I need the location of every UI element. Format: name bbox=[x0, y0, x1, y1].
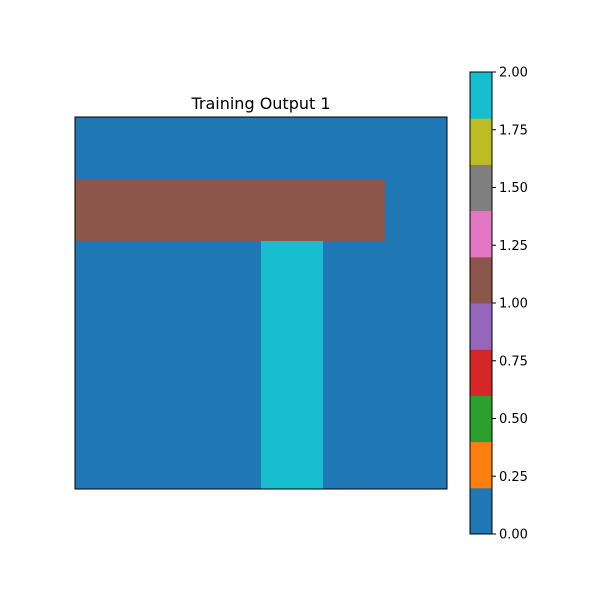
heatmap-cell bbox=[75, 117, 138, 180]
colorbar-tick-label: 0.00 bbox=[499, 528, 528, 543]
colorbar-segment bbox=[470, 349, 492, 396]
chart-title: Training Output 1 bbox=[190, 94, 330, 113]
heatmap-cell bbox=[75, 427, 138, 490]
heatmap-cell bbox=[199, 303, 262, 366]
colorbar-segment bbox=[470, 72, 492, 119]
heatmap-cell bbox=[199, 179, 262, 242]
heatmap-cell bbox=[323, 365, 386, 428]
heatmap-cell bbox=[385, 241, 448, 304]
heatmap-cell bbox=[323, 303, 386, 366]
heatmap-cell bbox=[385, 179, 448, 242]
heatmap-cell bbox=[385, 427, 448, 490]
heatmap-frame bbox=[74, 116, 448, 490]
heatmap-cell bbox=[261, 179, 324, 242]
colorbar-tick-label: 1.75 bbox=[499, 123, 528, 138]
heatmap-cell bbox=[323, 427, 386, 490]
heatmap-cell bbox=[75, 303, 138, 366]
heatmap-cell bbox=[199, 117, 262, 180]
colorbar-segment bbox=[470, 441, 492, 489]
heatmap-cell bbox=[199, 241, 262, 304]
heatmap-cell bbox=[75, 179, 138, 242]
heatmap-cell bbox=[137, 179, 200, 242]
heatmap-cell bbox=[261, 117, 324, 180]
colorbar-tick-label: 1.50 bbox=[499, 181, 528, 196]
colorbar-tick-label: 2.00 bbox=[499, 66, 528, 81]
colorbar-segment bbox=[470, 164, 492, 212]
heatmap-cell bbox=[137, 427, 200, 490]
colorbar-tick-label: 0.50 bbox=[499, 412, 528, 427]
heatmap-cell bbox=[385, 303, 448, 366]
colorbar-segment bbox=[470, 118, 492, 165]
heatmap-cell bbox=[385, 117, 448, 180]
heatmap-cell bbox=[75, 241, 138, 304]
colorbar-tick-label: 0.25 bbox=[499, 470, 528, 485]
colorbar-segment bbox=[470, 256, 492, 304]
colorbar-tick-label: 0.75 bbox=[499, 354, 528, 369]
heatmap-cell bbox=[261, 427, 324, 490]
colorbar-tick-label: 1.25 bbox=[499, 239, 528, 254]
heatmap-cell bbox=[199, 365, 262, 428]
heatmap-cell bbox=[137, 303, 200, 366]
heatmap-cell bbox=[323, 241, 386, 304]
heatmap-cell bbox=[323, 179, 386, 242]
heatmap-cell bbox=[261, 303, 324, 366]
heatmap-cell bbox=[261, 365, 324, 428]
heatmap-cell bbox=[137, 117, 200, 180]
heatmap-cell bbox=[75, 365, 138, 428]
heatmap-grid bbox=[75, 117, 448, 490]
heatmap-cell bbox=[137, 241, 200, 304]
heatmap-cell bbox=[137, 365, 200, 428]
heatmap-cell bbox=[261, 241, 324, 304]
heatmap-cell bbox=[199, 427, 262, 490]
colorbar-segment bbox=[470, 487, 492, 535]
colorbar: 0.00 0.25 0.50 0.75 1.00 1.25 1.50 1.75 2.00 bbox=[469, 66, 528, 543]
colorbar-segment bbox=[470, 395, 492, 443]
colorbar-tick-label: 1.00 bbox=[499, 297, 528, 312]
heatmap-cell bbox=[385, 365, 448, 428]
colorbar-segment bbox=[470, 210, 492, 258]
heatmap-cell bbox=[323, 117, 386, 180]
colorbar-segment bbox=[470, 303, 492, 350]
